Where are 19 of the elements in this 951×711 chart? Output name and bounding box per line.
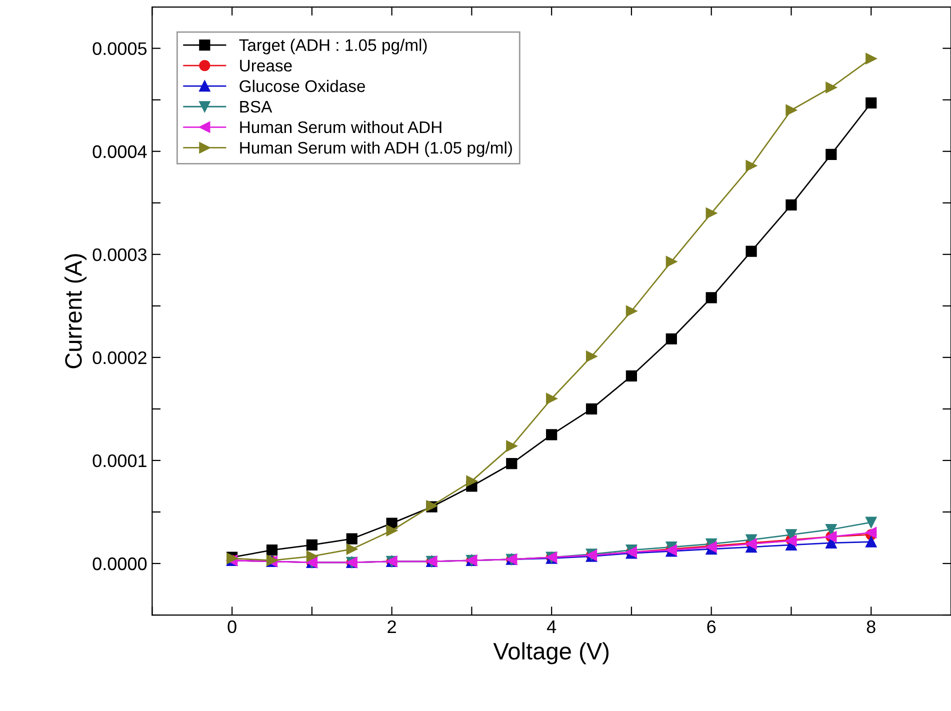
y-tick-label: 0.0005 [92, 42, 147, 56]
x-tick-label: 6 [707, 620, 716, 634]
legend-label: Glucose Oxidase [240, 80, 365, 92]
legend-label: Human Serum without ADH [240, 120, 442, 134]
x-tick-label: 8 [866, 620, 876, 634]
legend-label: BSA [240, 100, 272, 113]
y-tick-label: 0.0002 [92, 351, 146, 364]
legend-label: Urease [240, 60, 292, 72]
x-axis-title: Voltage (V) [493, 642, 609, 664]
y-tick-label: 0.0001 [92, 454, 146, 468]
x-tick-label: 4 [546, 620, 556, 633]
x-tick-label: 2 [388, 620, 396, 633]
x-tick-label: 0 [228, 620, 236, 634]
y-tick-label: 0.0000 [92, 557, 147, 570]
y-tick-label: 0.0003 [92, 248, 147, 262]
y-tick-label: 0.0004 [92, 145, 147, 158]
legend-label: Target (ADH : 1.05 pg/ml) [239, 38, 427, 54]
y-axis-title: Current (A) [64, 254, 87, 368]
legend-label: Human Serum with ADH (1.05 pg/ml) [240, 141, 512, 157]
